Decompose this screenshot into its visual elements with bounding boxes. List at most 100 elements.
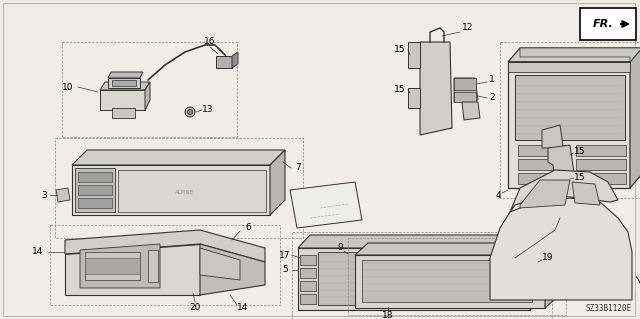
Circle shape — [496, 276, 504, 284]
Circle shape — [550, 144, 558, 152]
Text: 19: 19 — [542, 254, 554, 263]
Circle shape — [433, 113, 438, 117]
Bar — [85, 258, 140, 274]
Circle shape — [188, 109, 193, 115]
Text: 10: 10 — [62, 83, 74, 92]
Text: 16: 16 — [204, 38, 216, 47]
Polygon shape — [200, 244, 265, 295]
Ellipse shape — [606, 289, 626, 301]
Polygon shape — [508, 48, 640, 62]
Text: FR.: FR. — [593, 19, 614, 29]
Bar — [300, 281, 316, 291]
Text: 18: 18 — [382, 310, 394, 319]
Bar — [500, 42, 640, 198]
Polygon shape — [100, 90, 145, 110]
Text: 15: 15 — [574, 147, 586, 157]
Circle shape — [185, 107, 195, 117]
Text: ALPINE: ALPINE — [175, 190, 195, 196]
Polygon shape — [72, 150, 285, 165]
Circle shape — [225, 265, 235, 275]
Bar — [580, 8, 636, 40]
Polygon shape — [630, 48, 640, 188]
Polygon shape — [408, 42, 420, 68]
Polygon shape — [56, 188, 70, 202]
Polygon shape — [530, 235, 542, 310]
Polygon shape — [108, 72, 143, 78]
Polygon shape — [355, 255, 545, 308]
Bar — [300, 268, 316, 278]
Polygon shape — [270, 150, 285, 215]
Bar — [148, 250, 158, 282]
Text: 9: 9 — [337, 242, 343, 251]
Text: 15: 15 — [394, 85, 406, 94]
Polygon shape — [318, 252, 510, 305]
Ellipse shape — [597, 284, 635, 306]
Circle shape — [610, 121, 620, 131]
Text: 3: 3 — [41, 190, 47, 199]
Polygon shape — [232, 52, 238, 68]
Polygon shape — [355, 243, 558, 255]
Polygon shape — [462, 102, 480, 120]
Polygon shape — [75, 168, 115, 212]
Polygon shape — [200, 248, 240, 280]
Bar — [78, 172, 112, 182]
Polygon shape — [65, 230, 265, 262]
Text: 15: 15 — [574, 174, 586, 182]
Text: 13: 13 — [202, 106, 214, 115]
Polygon shape — [112, 108, 135, 118]
Ellipse shape — [388, 288, 392, 292]
Text: 6: 6 — [245, 224, 251, 233]
Polygon shape — [72, 165, 270, 215]
Bar — [78, 198, 112, 208]
Bar — [362, 260, 532, 302]
Ellipse shape — [385, 285, 395, 295]
Bar — [518, 159, 568, 170]
Circle shape — [431, 55, 442, 65]
Ellipse shape — [505, 289, 525, 301]
Text: 15: 15 — [394, 46, 406, 55]
Ellipse shape — [496, 284, 534, 306]
Polygon shape — [520, 180, 570, 208]
Polygon shape — [508, 62, 630, 72]
Text: 5: 5 — [282, 265, 288, 275]
Circle shape — [557, 214, 563, 221]
Polygon shape — [290, 182, 362, 228]
Ellipse shape — [463, 98, 479, 106]
Circle shape — [610, 73, 620, 83]
Bar — [50, 225, 280, 305]
Bar — [62, 42, 237, 137]
Bar — [576, 145, 626, 156]
Text: 14: 14 — [32, 248, 44, 256]
Circle shape — [67, 247, 77, 257]
Text: 7: 7 — [295, 164, 301, 173]
Bar — [576, 159, 626, 170]
Polygon shape — [548, 145, 575, 185]
Bar — [292, 232, 552, 319]
Text: 2: 2 — [489, 93, 495, 102]
Polygon shape — [542, 125, 565, 165]
Bar — [576, 173, 626, 184]
Polygon shape — [515, 75, 625, 140]
Polygon shape — [510, 170, 618, 212]
Polygon shape — [216, 56, 232, 68]
Polygon shape — [490, 198, 632, 300]
Polygon shape — [572, 182, 600, 205]
Bar — [454, 78, 476, 90]
Circle shape — [553, 211, 567, 225]
Polygon shape — [508, 48, 640, 62]
Polygon shape — [100, 82, 150, 90]
Circle shape — [431, 85, 442, 95]
Polygon shape — [108, 78, 140, 88]
Text: SZ33B1120E: SZ33B1120E — [586, 304, 632, 313]
Circle shape — [345, 257, 351, 263]
Circle shape — [610, 105, 620, 115]
Bar — [300, 294, 316, 304]
Polygon shape — [80, 244, 160, 288]
Bar — [85, 252, 140, 280]
Polygon shape — [65, 244, 200, 295]
Circle shape — [508, 276, 516, 284]
Text: 12: 12 — [462, 24, 474, 33]
Circle shape — [551, 130, 561, 140]
Polygon shape — [298, 248, 530, 310]
Text: 17: 17 — [279, 250, 291, 259]
